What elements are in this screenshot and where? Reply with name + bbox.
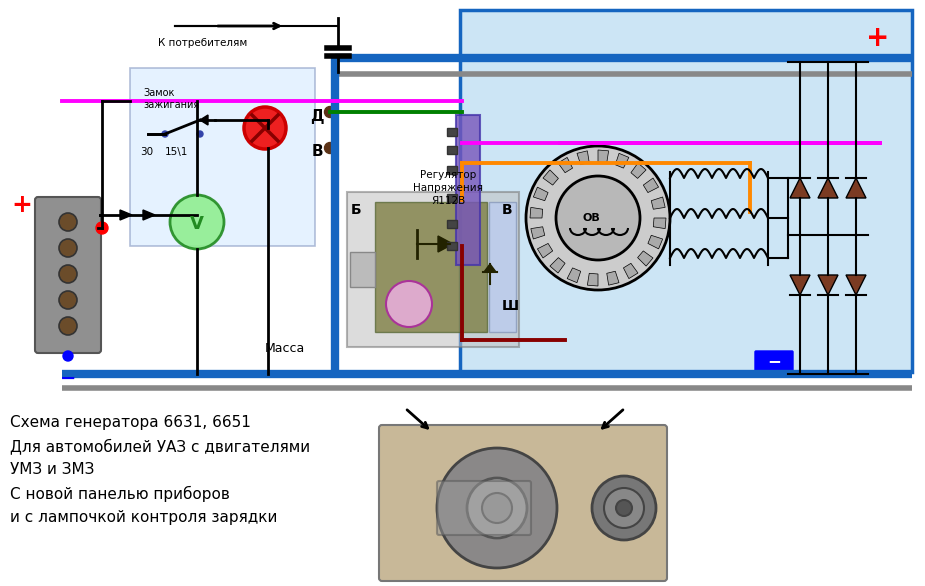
Polygon shape [790,275,810,295]
Polygon shape [550,258,565,273]
Circle shape [604,488,644,528]
Circle shape [59,239,77,257]
Polygon shape [643,178,659,193]
Circle shape [592,476,656,540]
Polygon shape [607,271,619,285]
Polygon shape [846,178,866,198]
Polygon shape [558,158,573,173]
Bar [447,220,457,228]
FancyBboxPatch shape [379,425,667,581]
Polygon shape [790,178,810,198]
FancyBboxPatch shape [460,10,912,372]
Text: −: − [767,352,781,370]
Text: В: В [311,144,323,158]
Circle shape [526,146,670,290]
FancyBboxPatch shape [130,68,315,246]
Circle shape [325,142,336,154]
FancyBboxPatch shape [375,202,487,332]
FancyBboxPatch shape [347,192,519,347]
Bar [447,242,457,250]
Circle shape [59,213,77,231]
Polygon shape [846,275,866,295]
Polygon shape [567,268,581,282]
FancyBboxPatch shape [35,197,101,353]
Polygon shape [537,243,553,258]
Circle shape [386,281,432,327]
Text: ОВ: ОВ [582,213,600,223]
Polygon shape [818,275,838,295]
Circle shape [244,107,286,149]
Text: Д: Д [310,108,324,124]
Text: Масса: Масса [265,342,305,355]
Polygon shape [530,207,543,218]
FancyBboxPatch shape [456,115,480,265]
FancyBboxPatch shape [755,351,793,371]
Polygon shape [648,236,662,249]
Polygon shape [438,236,453,252]
Text: Б: Б [351,203,362,217]
Circle shape [63,351,73,361]
Text: −: − [60,369,76,387]
Text: +: + [11,193,32,217]
Polygon shape [484,264,496,272]
Text: +: + [867,24,890,52]
Polygon shape [200,115,208,125]
Circle shape [325,107,336,118]
Text: 30: 30 [140,147,154,157]
Polygon shape [531,227,545,239]
Bar [447,194,457,202]
Polygon shape [120,210,132,220]
Circle shape [197,131,203,137]
Polygon shape [653,218,666,229]
Bar [447,166,457,174]
Circle shape [482,493,512,523]
Polygon shape [637,251,653,266]
Text: Замок
зажигания: Замок зажигания [143,88,199,110]
Text: В: В [502,203,512,217]
Text: К потребителям: К потребителям [158,38,247,48]
Circle shape [437,448,557,568]
Bar [447,128,457,136]
Text: Регулятор
Напряжения
Я112В: Регулятор Напряжения Я112В [413,170,483,206]
Polygon shape [534,187,549,200]
Bar [447,146,457,154]
Circle shape [96,222,108,234]
Circle shape [59,291,77,309]
Polygon shape [143,210,155,220]
FancyBboxPatch shape [350,252,375,287]
Polygon shape [598,150,609,163]
Text: V: V [190,215,204,233]
Polygon shape [615,154,629,168]
Polygon shape [623,263,638,278]
Polygon shape [818,178,838,198]
Text: Схема генератора 6631, 6651
Для автомобилей УАЗ с двигателями
УМЗ и ЗМЗ
С новой : Схема генератора 6631, 6651 Для автомоби… [10,415,310,524]
Polygon shape [543,170,559,185]
Text: 15\1: 15\1 [165,147,189,157]
Circle shape [59,265,77,283]
Polygon shape [587,273,598,286]
Circle shape [170,195,224,249]
Circle shape [556,176,640,260]
Polygon shape [577,151,589,165]
Circle shape [467,478,527,538]
FancyBboxPatch shape [489,202,516,332]
Polygon shape [631,163,646,178]
Circle shape [616,500,632,516]
Polygon shape [651,197,665,209]
Text: Ш: Ш [502,299,519,313]
Circle shape [59,317,77,335]
FancyBboxPatch shape [437,481,531,535]
Circle shape [162,131,168,137]
